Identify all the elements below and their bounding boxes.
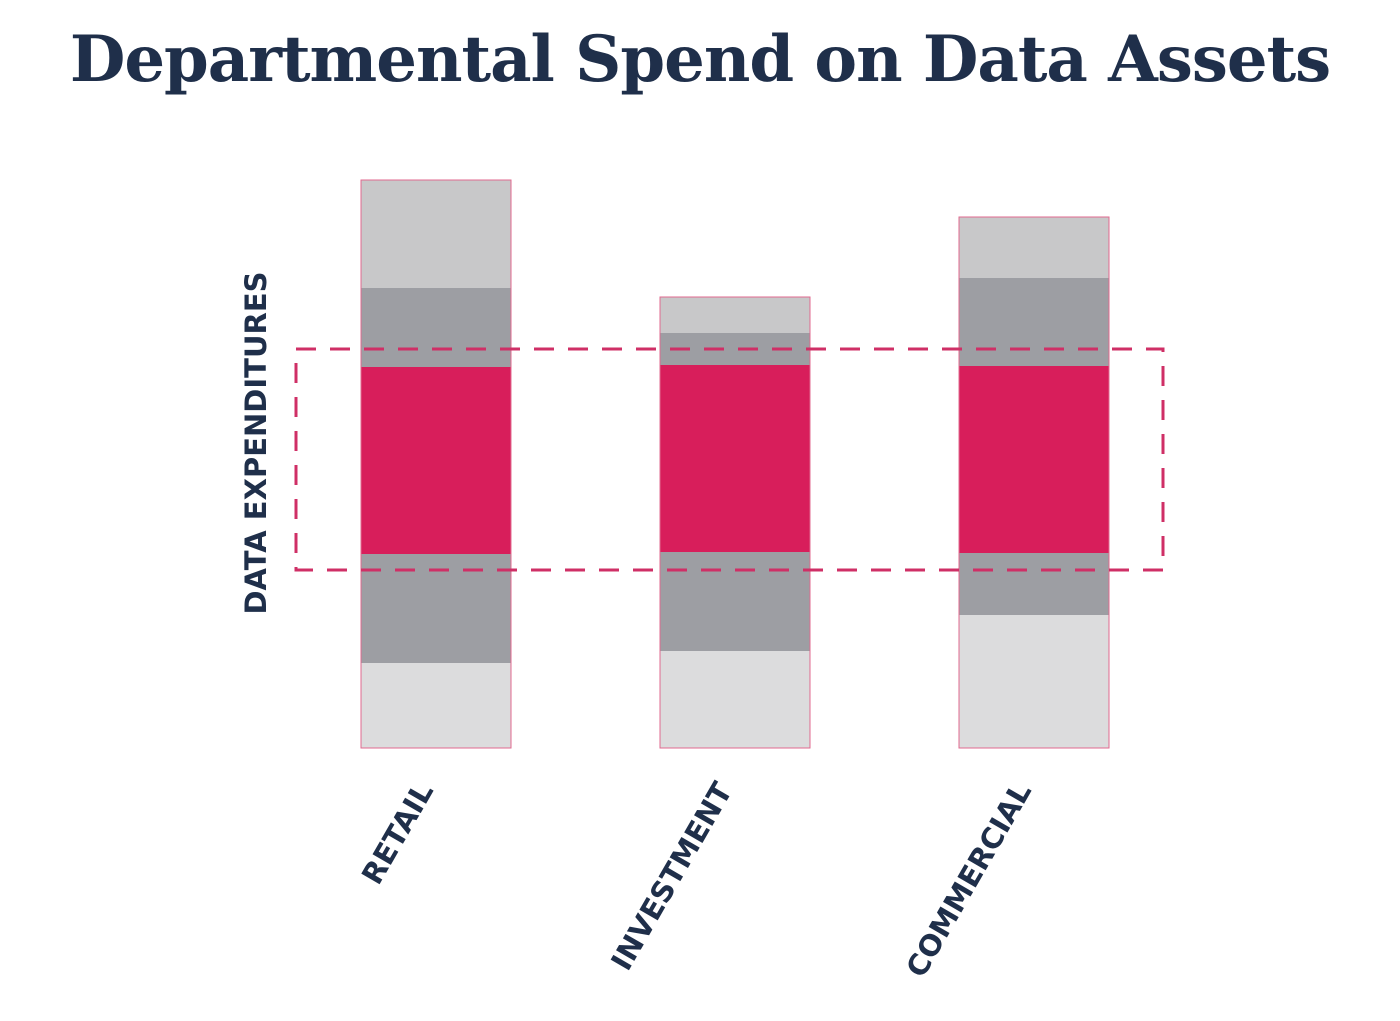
- bar-segment-retail-1: [361, 663, 511, 748]
- bar-segment-commercial-5: [959, 217, 1109, 278]
- bar-outline-commercial: [958, 216, 1110, 749]
- bar-segment-investment-3: [660, 365, 810, 552]
- bar-segment-retail-3: [361, 367, 511, 554]
- bars-group: [360, 179, 1110, 749]
- bar-outline-retail: [360, 179, 512, 749]
- category-labels: RETAIL INVESTMENT COMMERCIAL: [355, 776, 1038, 983]
- chart-title: Departmental Spend on Data Assets: [69, 22, 1331, 97]
- bar-segment-retail-4: [361, 288, 511, 367]
- bar-outline-investment: [659, 296, 811, 749]
- y-axis-label: DATA EXPENDITURES: [239, 271, 273, 614]
- bar-segment-investment-5: [660, 297, 810, 333]
- bar-segment-commercial-3: [959, 366, 1109, 553]
- bar-segment-commercial-4: [959, 278, 1109, 366]
- category-label-retail: RETAIL: [355, 777, 440, 890]
- category-label-investment: INVESTMENT: [604, 776, 739, 976]
- category-label-commercial: COMMERCIAL: [899, 777, 1038, 983]
- bar-segment-investment-2: [660, 552, 810, 651]
- bar-segment-commercial-2: [959, 553, 1109, 615]
- bar-segment-retail-5: [361, 180, 511, 288]
- bar-segment-retail-2: [361, 554, 511, 663]
- bar-segment-investment-1: [660, 651, 810, 748]
- bar-segment-commercial-1: [959, 615, 1109, 748]
